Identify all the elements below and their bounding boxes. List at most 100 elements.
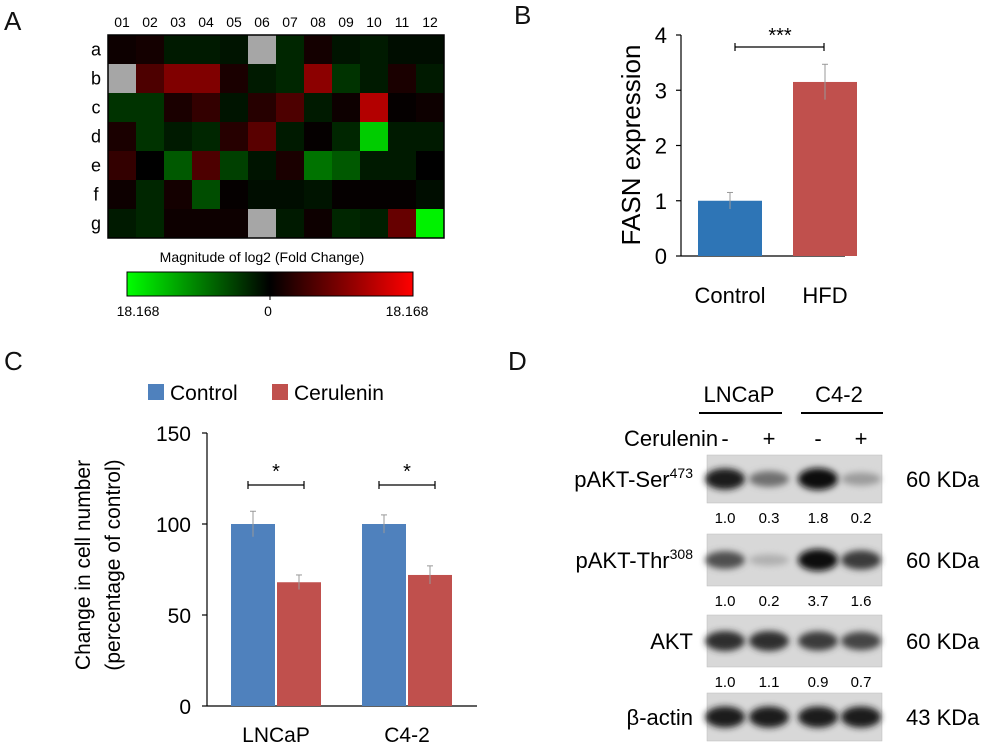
blot-label: β-actin [627, 705, 693, 730]
heatmap-cell [136, 122, 164, 151]
heatmap-cell [276, 93, 304, 122]
heatmap-cell [416, 64, 444, 93]
heatmap-cell [192, 180, 220, 209]
heatmap-cell [360, 35, 388, 64]
blot-band [749, 554, 789, 566]
heatmap-cell [248, 122, 276, 151]
c-bar [362, 524, 406, 706]
heatmap-cell [276, 209, 304, 238]
heatmap-cell [164, 122, 192, 151]
heatmap-cell [108, 64, 136, 93]
heatmap-cell [108, 180, 136, 209]
blot-quant-value: 0.7 [851, 674, 872, 691]
heatmap-cell [192, 64, 220, 93]
heatmap-cell [276, 64, 304, 93]
heatmap-cell [416, 180, 444, 209]
heatmap-cell [304, 122, 332, 151]
heatmap-col-label: 09 [338, 14, 354, 30]
b-x-tick-label: HFD [802, 283, 847, 308]
b-y-tick-label: 0 [655, 244, 667, 269]
heatmap-cell [108, 35, 136, 64]
heatmap-cell [220, 151, 248, 180]
heatmap-cell [248, 35, 276, 64]
blot-band [705, 631, 745, 651]
heatmap-cell [388, 151, 416, 180]
heatmap-cell [332, 35, 360, 64]
heatmap-cell [332, 209, 360, 238]
blot-size-label: 60 KDa [906, 629, 980, 654]
b-y-axis-label: FASN expression [616, 45, 646, 246]
heatmap-cell [248, 93, 276, 122]
blot-strip [705, 454, 883, 504]
c-significance-star: * [272, 461, 280, 483]
treatment-sign: - [814, 426, 821, 451]
panel-letter-c: C [4, 346, 23, 376]
heatmap-cell [248, 180, 276, 209]
blot-quant-value: 1.1 [759, 674, 780, 691]
heatmap-col-label: 03 [170, 14, 186, 30]
heatmap-cell [304, 180, 332, 209]
blot-band [841, 706, 881, 728]
panel-letter-a: A [4, 6, 22, 36]
heatmap-cell [220, 122, 248, 151]
treatment-sign: + [763, 426, 776, 451]
heatmap-col-label: 10 [366, 14, 382, 30]
c-bar [231, 524, 275, 706]
blot-band [705, 706, 745, 728]
c-bar [408, 574, 452, 706]
heatmap-cell [136, 209, 164, 238]
heatmap-col-label: 07 [282, 14, 298, 30]
c-legend-swatch [272, 384, 288, 400]
blot-quant-value: 1.0 [715, 593, 736, 610]
blot-quant-value: 1.0 [715, 510, 736, 527]
blot-quant-value: 0.3 [759, 510, 780, 527]
c-x-tick-label: C4-2 [384, 724, 430, 747]
heatmap-cell [388, 93, 416, 122]
c-y-axis-label-2: (percentage of control) [102, 459, 125, 670]
heatmap-cell [276, 122, 304, 151]
cell-line-c4-2: C4-2 [815, 382, 863, 407]
heatmap-cell [164, 64, 192, 93]
b-significance-stars: *** [768, 25, 792, 47]
scale-title: Magnitude of log2 (Fold Change) [160, 249, 365, 265]
heatmap-cell [136, 180, 164, 209]
heatmap-cell [192, 209, 220, 238]
blot-band [749, 631, 789, 651]
c-y-tick-label: 100 [156, 514, 191, 537]
blot-band [705, 468, 745, 490]
c-y-tick-label: 0 [179, 696, 191, 719]
b-x-tick-label: Control [695, 283, 766, 308]
blot-band [798, 706, 838, 728]
heatmap-cell [360, 64, 388, 93]
heatmap-cell [332, 64, 360, 93]
cell-number-bar-chart: Control Cerulenin 0 50 100 150 LNCaP C4-2 Chan… [72, 382, 477, 747]
heatmap-cell [360, 209, 388, 238]
heatmap-cell [304, 209, 332, 238]
heatmap-cell [332, 151, 360, 180]
blot-size-label: 60 KDa [906, 548, 980, 573]
heatmap-row-label: a [91, 40, 102, 60]
panel-letter-d: D [508, 346, 527, 376]
b-bar [698, 200, 762, 256]
heatmap-cell [416, 35, 444, 64]
heatmap-cell [108, 122, 136, 151]
heatmap-cell [416, 122, 444, 151]
c-y-tick-label: 50 [168, 605, 191, 628]
heatmap-cell [220, 64, 248, 93]
blot-quant-value: 1.0 [715, 674, 736, 691]
western-blot-panel: LNCaP C4-2 Cerulenin - + - + pAKT-Ser473 60 … [574, 382, 980, 742]
heatmap-row-label: c [92, 98, 101, 118]
heatmap-cell [192, 151, 220, 180]
heatmap-cell [360, 151, 388, 180]
heatmap-cell [248, 209, 276, 238]
heatmap-cell [360, 180, 388, 209]
heatmap-cell [164, 35, 192, 64]
heatmap-cell [108, 93, 136, 122]
c-significance-star: * [403, 461, 411, 483]
blot-label: pAKT-Ser473 [574, 465, 693, 492]
panel-letter-b: B [514, 0, 532, 30]
heatmap-cell [136, 151, 164, 180]
blot-band [798, 549, 838, 571]
heatmap-row-label: g [91, 214, 101, 234]
